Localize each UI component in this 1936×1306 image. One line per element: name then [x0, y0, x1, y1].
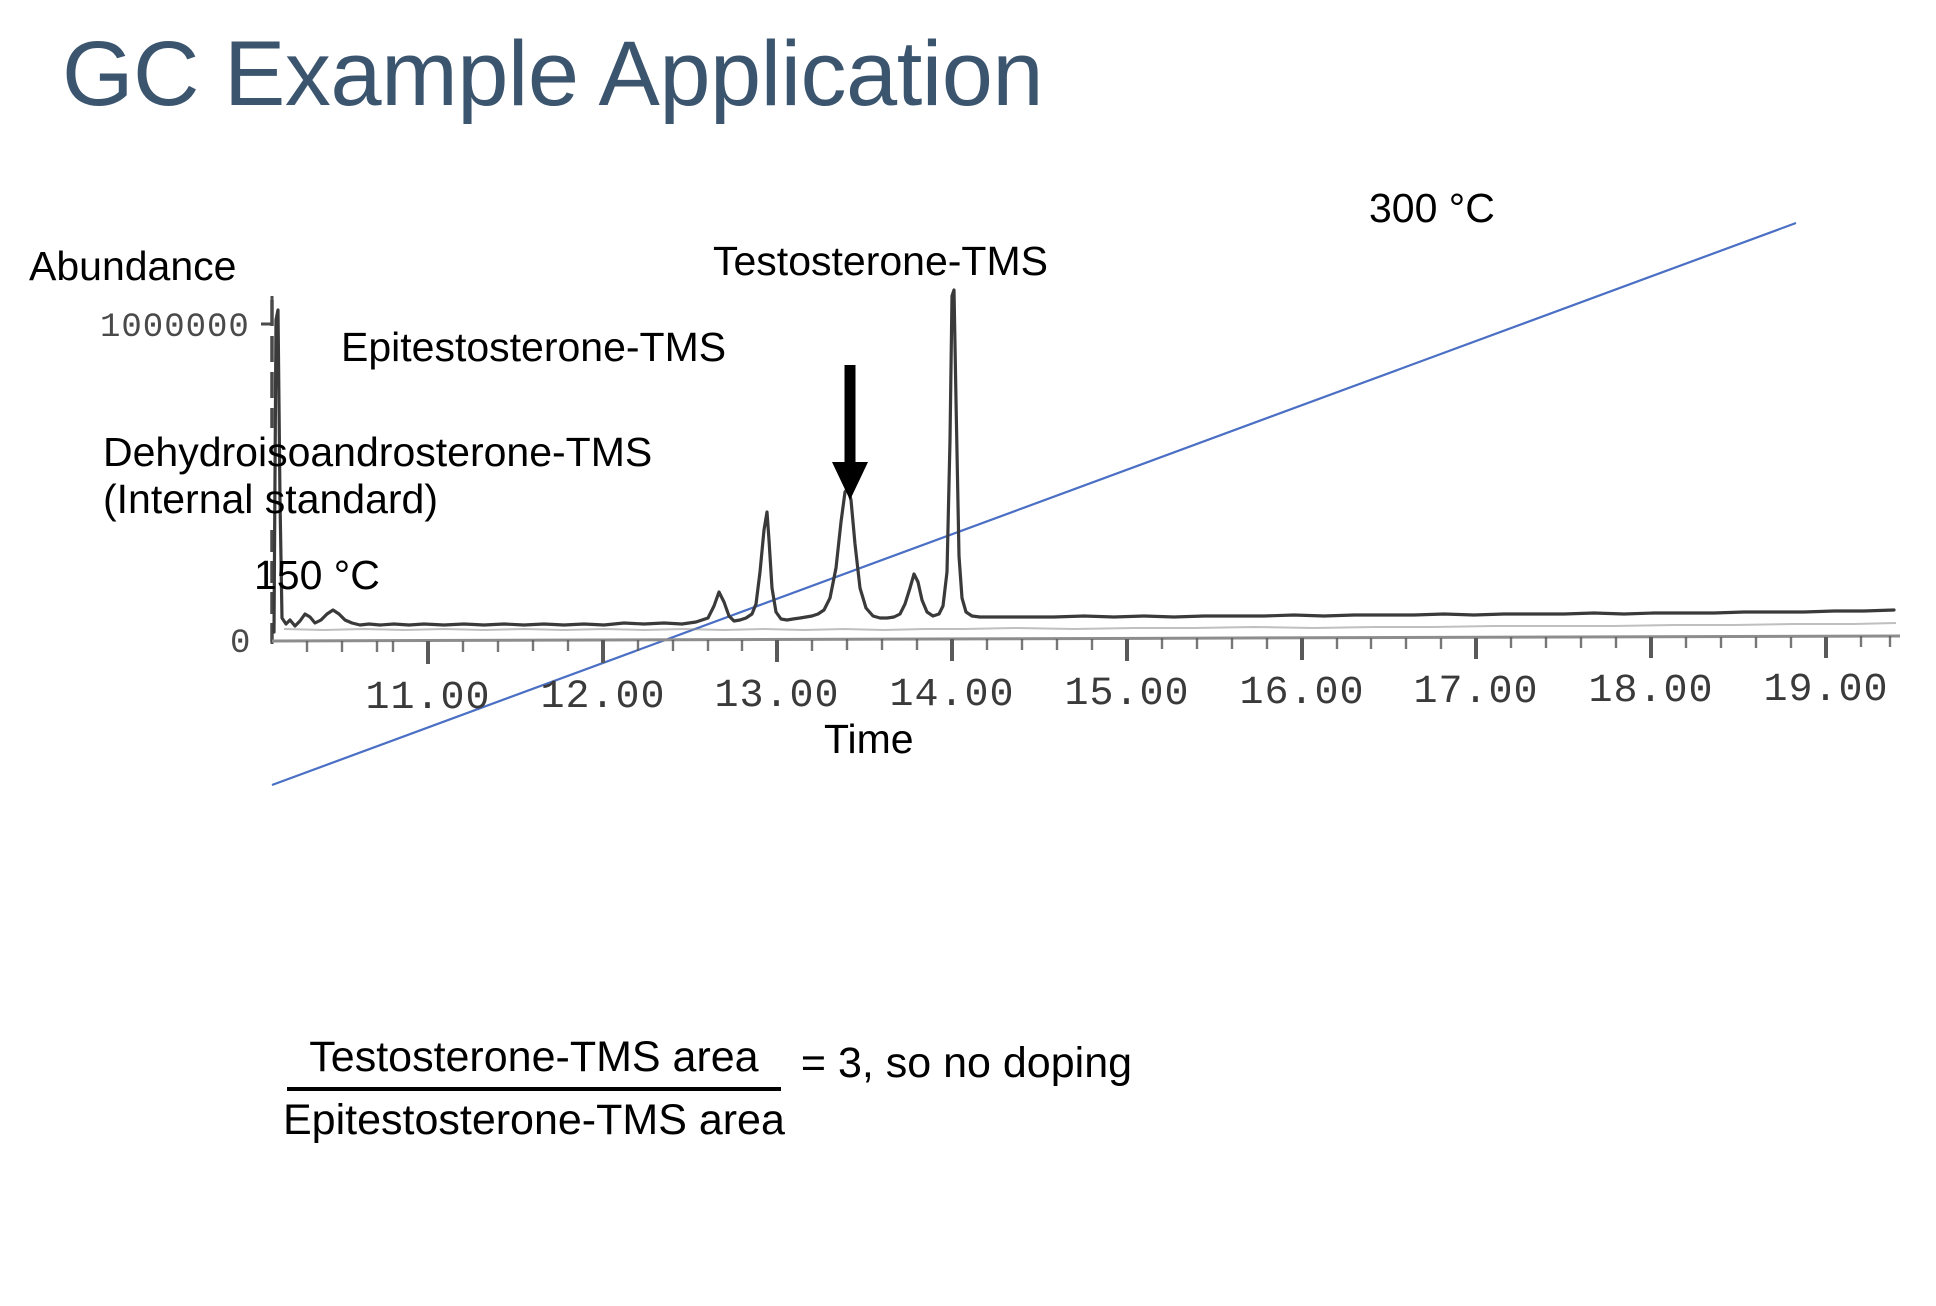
- chromatogram-trace: [272, 288, 1896, 634]
- temperature-ramp-line: [271, 221, 1797, 787]
- x-tick-label: 15.00: [1064, 672, 1189, 717]
- ratio-equation: Testosterone-TMS area Epitestosterone-TM…: [283, 1032, 1132, 1145]
- fraction-numerator: Testosterone-TMS area: [287, 1032, 781, 1091]
- chromatogram-figure: 1000000 0: [24, 185, 1912, 900]
- annotation-temperature-start: 150 °C: [254, 552, 380, 598]
- page-title: GC Example Application: [62, 23, 1044, 125]
- fraction: Testosterone-TMS area Epitestosterone-TM…: [283, 1032, 785, 1145]
- annotation-temperature-end: 300 °C: [1369, 185, 1495, 231]
- x-axis-ticks: [305, 636, 1892, 664]
- x-tick-label: 12.00: [540, 675, 665, 720]
- epitestosterone-arrow: [832, 365, 868, 500]
- fraction-denominator: Epitestosterone-TMS area: [283, 1095, 785, 1144]
- x-tick-label: 16.00: [1239, 671, 1364, 716]
- y-tick-0: 0: [230, 625, 250, 663]
- equation-result: = 3, so no doping: [800, 1039, 1133, 1087]
- x-tick-label: 14.00: [889, 673, 1014, 718]
- x-tick-label: 11.00: [365, 676, 490, 721]
- x-tick-label: 13.00: [714, 674, 839, 719]
- y-tick-1000000: 1000000: [100, 309, 250, 347]
- x-tick-label: 18.00: [1588, 669, 1713, 714]
- y-axis-label: Abundance: [29, 243, 237, 289]
- annotation-internal-standard-line1: Dehydroisoandrosterone-TMS: [103, 429, 653, 475]
- x-tick-label: 19.00: [1763, 668, 1888, 713]
- x-axis-line: [271, 634, 1901, 643]
- annotation-internal-standard-line2: (Internal standard): [103, 475, 439, 522]
- annotation-internal-standard: Dehydroisoandrosterone-TMS (Internal sta…: [103, 429, 652, 522]
- x-axis-tick-labels: 11.00 12.00 13.00 14.00 15.00 16.00 17.0…: [365, 668, 1888, 721]
- x-axis-label: Time: [824, 716, 914, 762]
- annotation-testosterone: Testosterone-TMS: [713, 238, 1048, 284]
- annotation-epitestosterone: Epitestosterone-TMS: [341, 324, 727, 370]
- chromatogram-plot: 1000000 0: [100, 221, 1901, 787]
- x-tick-label: 17.00: [1413, 670, 1538, 715]
- baseline-noise: [283, 622, 1897, 632]
